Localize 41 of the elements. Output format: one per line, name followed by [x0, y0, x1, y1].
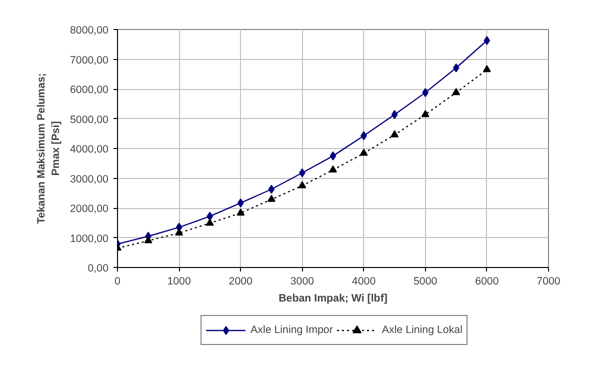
y-tick-label: 8000,00 [70, 24, 109, 36]
legend-label: Axle Lining Lokal [382, 324, 462, 336]
point [329, 165, 337, 172]
legend-label: Axle Lining Impor [250, 324, 333, 336]
point [421, 110, 430, 118]
point [175, 228, 184, 236]
point [330, 151, 336, 160]
y-tick-label: 5000,00 [70, 114, 109, 126]
x-axis-title: Beban Impak; Wi [lbf] [278, 292, 388, 304]
point [391, 110, 398, 120]
point [422, 88, 429, 98]
point [268, 184, 275, 194]
y-axis-title: Tekanan Maksimum Pelumas; Pmax [Psi] [36, 73, 62, 224]
x-tick-label: 6000 [475, 276, 499, 288]
point [482, 65, 491, 72]
point [206, 218, 214, 226]
x-tick-label: 4000 [352, 276, 376, 288]
y-tick-label: 6000,00 [70, 84, 109, 96]
point [267, 194, 276, 202]
y-tick-label: 4000,00 [70, 144, 109, 156]
x-tick-label: 0 [114, 276, 121, 288]
y-tick-label: 2000,00 [70, 203, 109, 215]
point [390, 130, 399, 138]
point [298, 181, 306, 188]
point [484, 36, 490, 46]
y-tick-label: 0,00 [88, 262, 109, 274]
x-tick-label: 1000 [167, 276, 191, 288]
point [144, 236, 152, 244]
point [236, 208, 245, 216]
x-tick-label: 3000 [290, 276, 314, 288]
x-tick-label: 2000 [228, 276, 253, 288]
x-tick-label: 5000 [414, 276, 438, 288]
point [360, 148, 368, 156]
x-tick-label: 7000 [536, 276, 560, 288]
point [206, 212, 214, 221]
y-tick-label: 3000,00 [70, 173, 109, 186]
point [452, 63, 460, 72]
y-tick-label: 1000,00 [70, 232, 109, 245]
y-tick-label: 7000,00 [70, 54, 109, 66]
point [237, 198, 244, 208]
point [452, 88, 460, 96]
